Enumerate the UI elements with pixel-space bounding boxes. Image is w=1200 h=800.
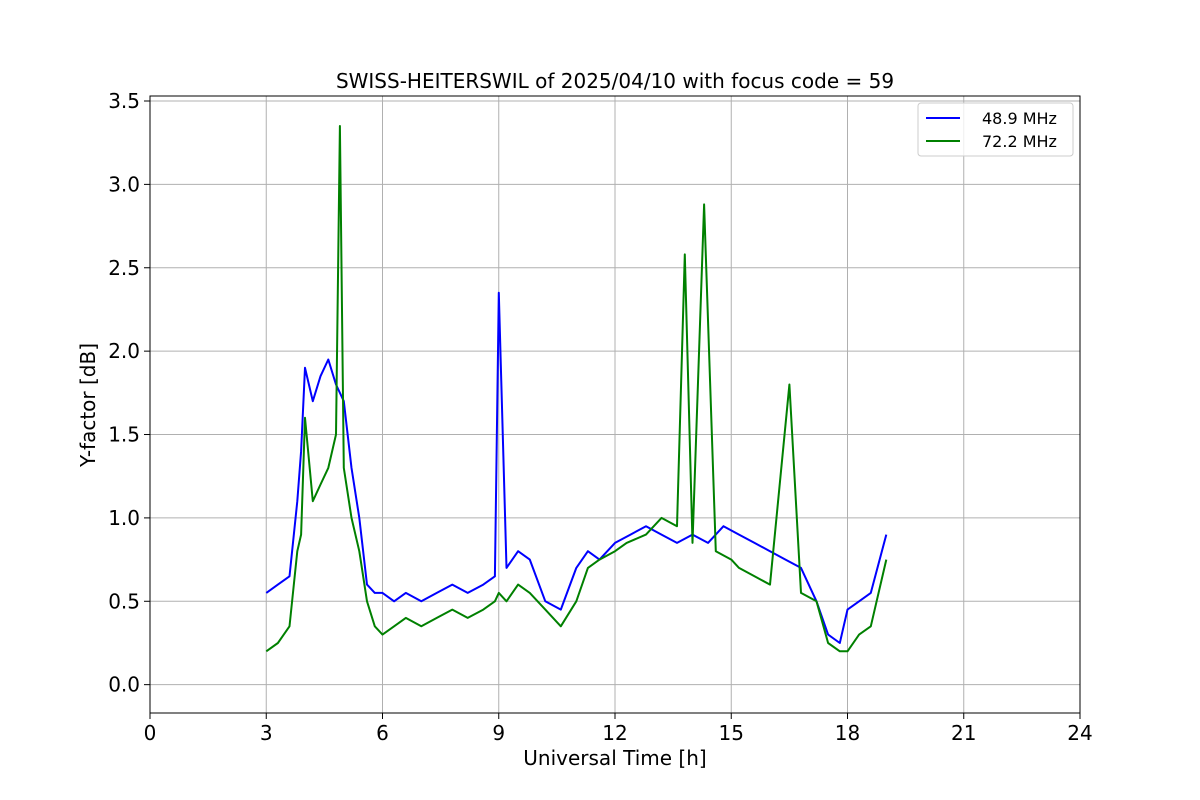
x-tick-label: 21 (951, 721, 976, 745)
series-line-72-2-mhz (265, 125, 888, 653)
x-tick-label: 18 (835, 721, 860, 745)
legend-box (917, 102, 1074, 157)
y-tick-label: 3.0 (108, 172, 140, 196)
x-tick-label: 6 (376, 721, 389, 745)
legend: 48.9 MHz 72.2 MHz (917, 102, 1074, 157)
x-tick-label: 0 (144, 721, 157, 745)
grid (149, 96, 1081, 713)
series-layer (265, 125, 888, 653)
y-tick-label: 0.0 (108, 673, 140, 697)
y-tick-label: 2.5 (108, 256, 140, 280)
y-axis-label: Y-factor [dB] (76, 343, 100, 468)
x-axis-label: Universal Time [h] (523, 746, 706, 770)
chart-title: SWISS-HEITERSWIL of 2025/04/10 with focu… (336, 69, 894, 93)
y-tick-label: 1.5 (108, 423, 140, 447)
y-tick-label: 1.0 (108, 506, 140, 530)
legend-label-48-9: 48.9 MHz (982, 109, 1057, 128)
x-tick-label: 15 (719, 721, 744, 745)
y-tick-label: 0.5 (108, 589, 140, 613)
y-tick-label: 2.0 (108, 339, 140, 363)
y-tick-label: 3.5 (108, 89, 140, 113)
x-tick-label: 12 (602, 721, 627, 745)
legend-label-72-2: 72.2 MHz (982, 132, 1057, 151)
x-tick-label: 3 (260, 721, 273, 745)
ticks: 0 3 6 9 12 15 18 21 24 0.0 0.5 1.0 1.5 2.0 2.5 3.0 3.5 (108, 89, 1093, 745)
x-tick-label: 9 (492, 721, 505, 745)
x-tick-label: 24 (1067, 721, 1092, 745)
series-line-48-9-mhz (265, 291, 888, 644)
